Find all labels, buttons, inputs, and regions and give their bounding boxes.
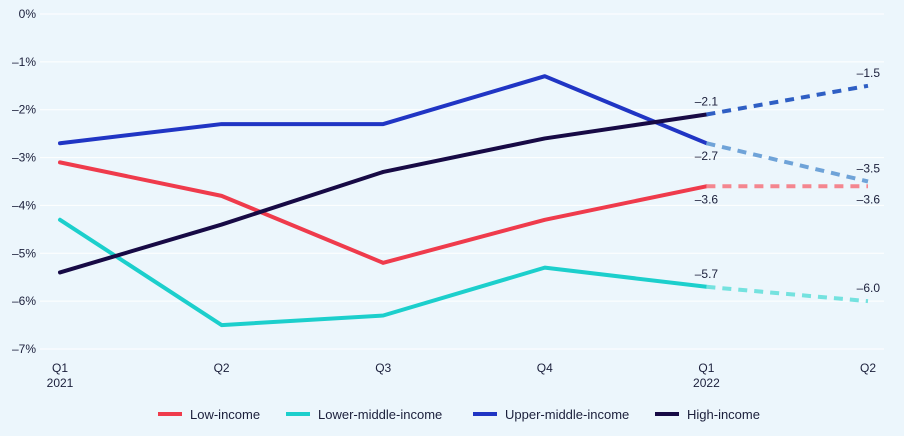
data-labels: –3.6 –3.6 –5.7 –6.0 –2.7 –3.5 –2.1 –1.5: [695, 66, 881, 295]
legend: Low-income Lower-middle-income Upper-middl…: [158, 407, 760, 422]
series-lines: [58, 74, 869, 328]
grid-lines: [40, 13, 884, 350]
y-tick-label: –5%: [12, 246, 36, 260]
y-axis-ticks: 0% –1% –2% –3% –4% –5% –6% –7%: [12, 7, 36, 356]
legend-label: Lower-middle-income: [318, 407, 442, 422]
data-label: –2.1: [695, 95, 719, 109]
y-tick-label: –4%: [12, 198, 36, 212]
series-line-lower-middle-income: [58, 217, 709, 328]
series-forecast-lower-middle-income: [706, 284, 869, 304]
x-tick-label: Q2: [214, 361, 230, 375]
legend-label: High-income: [687, 407, 760, 422]
y-tick-label: –2%: [12, 103, 36, 117]
legend-label: Low-income: [190, 407, 260, 422]
legend-label: Upper-middle-income: [505, 407, 629, 422]
data-label: –3.6: [695, 192, 719, 206]
series-line-high-income: [58, 112, 709, 275]
series-line-low-income: [58, 160, 709, 265]
y-tick-label: –1%: [12, 55, 36, 69]
x-tick-label: Q1: [52, 361, 68, 375]
series-forecast-high-income: [706, 83, 869, 117]
y-tick-label: –7%: [12, 342, 36, 356]
data-label: –1.5: [857, 66, 881, 80]
x-tick-sublabel: 2021: [47, 376, 74, 390]
x-tick-label: Q2: [860, 361, 876, 375]
x-tick-label: Q1: [698, 361, 714, 375]
data-label: –3.5: [857, 162, 881, 176]
y-tick-label: 0%: [19, 7, 37, 21]
series-forecast-upper-middle-income: [705, 141, 869, 184]
data-label: –2.7: [695, 149, 719, 163]
data-label: –6.0: [857, 281, 881, 295]
series-line-upper-middle-income: [58, 74, 709, 146]
data-label: –3.6: [857, 192, 881, 206]
x-tick-label: Q3: [375, 361, 391, 375]
x-tick-sublabel: 2022: [693, 376, 720, 390]
x-tick-label: Q4: [537, 361, 553, 375]
data-label: –5.7: [695, 267, 719, 281]
y-tick-label: –3%: [12, 151, 36, 165]
y-tick-label: –6%: [12, 294, 36, 308]
